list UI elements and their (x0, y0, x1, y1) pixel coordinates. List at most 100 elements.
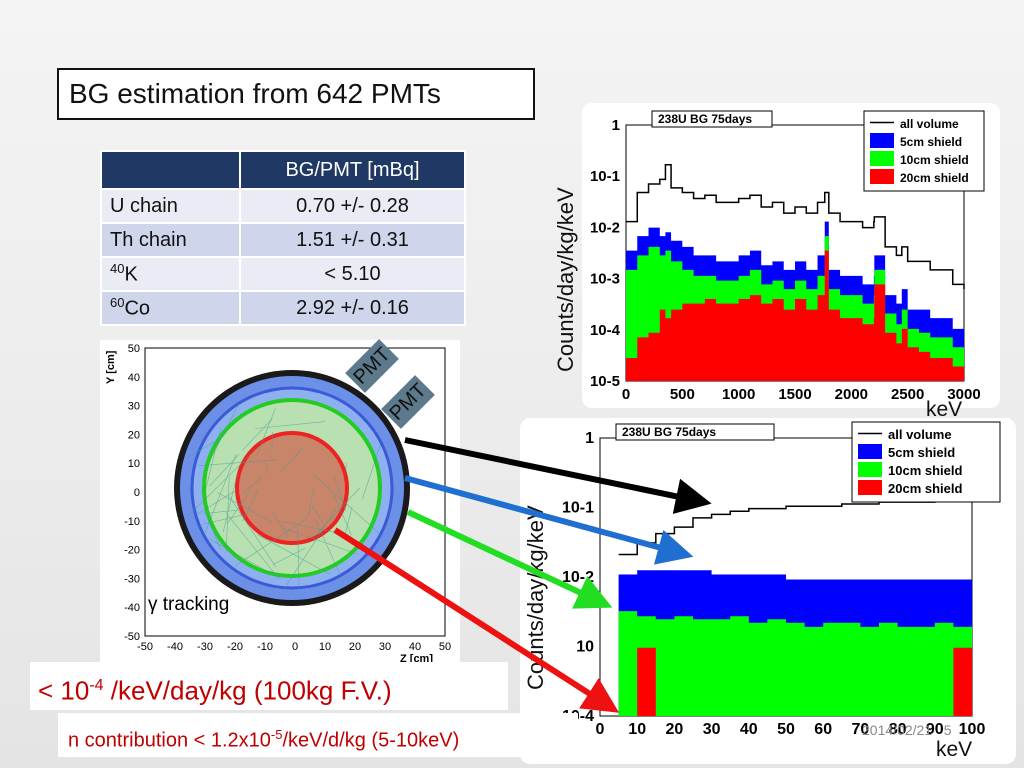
detector-x-tick: 20 (349, 641, 361, 653)
table-cell-value: 0.70 +/- 0.28 (239, 188, 466, 224)
gamma-track (270, 455, 273, 458)
detector-y-tick: -10 (124, 516, 140, 528)
gamma-track (187, 437, 222, 458)
legend-swatch (870, 169, 894, 184)
element-symbol: K (124, 263, 138, 286)
slide-title: BG estimation from 642 PMTs (57, 68, 535, 120)
x-tick-label: 2000 (835, 386, 868, 403)
chart1-y-label: Counts/day/kg/keV (553, 187, 578, 372)
x-tick-label: 0 (622, 386, 630, 403)
red-fiducial-20cm (235, 431, 349, 545)
chart-title-box (615, 423, 775, 441)
y-tick-label: 10-5 (590, 373, 620, 390)
x-tick-label: 50 (777, 721, 795, 738)
x-tick-label: 0 (596, 721, 605, 738)
legend-entry: 5cm shield (900, 135, 962, 149)
table-cell-value: 2.92 +/- 0.16 (239, 290, 466, 326)
y-tick-label: 10-1 (590, 168, 620, 185)
table-header-empty (100, 150, 241, 190)
legend-entry: all volume (900, 117, 959, 131)
n-suffix: /keV/d/kg (5-10keV) (282, 729, 460, 752)
detector-x-tick: -30 (197, 641, 213, 653)
gamma-track (362, 444, 381, 500)
x-tick-label: 1500 (778, 386, 811, 403)
detector-x-tick: 30 (379, 641, 391, 653)
table-cell-isotope: 60Co (100, 290, 241, 326)
x-tick-label: 90 (926, 721, 944, 738)
gamma-track (313, 474, 382, 536)
detector-x-tick: -50 (137, 641, 153, 653)
detector-x-tick: -20 (227, 641, 243, 653)
x-tick-label: 1000 (722, 386, 755, 403)
gamma-track (272, 511, 288, 537)
gamma-tracks (187, 403, 382, 595)
legend-swatch (858, 444, 882, 459)
detector-x-tick: -40 (167, 641, 183, 653)
table-cell-isotope: Th chain (100, 222, 241, 258)
table-cell-isotope: U chain (100, 188, 241, 224)
table-header-bg: BG/PMT [mBq] (239, 150, 466, 190)
legend-swatch (858, 462, 882, 477)
y-tick-label: 10 (576, 639, 594, 656)
detector-x-tick: 10 (319, 641, 331, 653)
detector-y-ticks: 50 40 30 20 10 0 -10 -20 -30 -40 -50 (124, 343, 140, 643)
x-tick-label: 30 (703, 721, 721, 738)
bg-table: BG/PMT [mBq] U chain 0.70 +/- 0.28 Th ch… (100, 150, 466, 326)
x-tick-label: 60 (814, 721, 832, 738)
detector-x-tick: 40 (409, 641, 421, 653)
detector-x-tick: 50 (439, 641, 451, 653)
series-20cm-shield (618, 647, 972, 716)
limit-annotation: < 10-4 /keV/day/kg (100kg F.V.) (30, 662, 508, 710)
gamma-track (203, 510, 237, 514)
limit-prefix: < 10 (38, 675, 90, 706)
y-tick-label: 10-4 (590, 322, 621, 339)
gamma-track (242, 489, 259, 521)
legend-swatch (870, 133, 894, 148)
detector-y-tick: -30 (124, 573, 140, 585)
neutron-annotation: n contribution < 1.2x10-5/keV/d/kg (5-10… (58, 713, 578, 757)
x-tick-label: 80 (889, 721, 907, 738)
legend-swatch (858, 480, 882, 495)
limit-suffix: /keV/day/kg (100kg F.V.) (103, 675, 392, 706)
gamma-track (242, 418, 273, 451)
series-10cm-shield (618, 611, 972, 716)
detector-x-tick: -10 (257, 641, 273, 653)
legend-entry: 10cm shield (900, 153, 969, 167)
page-number: 5 (943, 722, 952, 738)
gamma-track (257, 534, 330, 575)
slide-date: 2014/02/21 5 (862, 722, 952, 738)
n-prefix: n contribution < 1.2x10 (68, 729, 271, 752)
detector-y-tick: 0 (134, 487, 140, 499)
gamma-track (229, 496, 276, 568)
table-row: 40K < 5.10 (100, 256, 466, 292)
gamma-track (280, 448, 303, 472)
x-tick-label: 3000 (947, 386, 980, 403)
series-20cm-shield (626, 250, 964, 381)
detector-y-label: Y [cm] (105, 350, 117, 384)
gamma-track (195, 490, 235, 516)
gamma-track (297, 526, 300, 589)
chart2-x-label: keV (936, 738, 973, 761)
limit-exponent: -4 (89, 677, 104, 694)
gamma-track (225, 476, 230, 553)
gamma-track (217, 492, 272, 522)
gamma-track (255, 421, 326, 429)
gamma-track (188, 453, 252, 516)
chart2-y-label: Counts/day/kg/keV (523, 505, 548, 690)
gamma-track (312, 487, 361, 539)
series-all-volume (626, 164, 965, 290)
y-tick-label: 1 (612, 117, 620, 134)
table-cell-value: 1.51 +/- 0.31 (239, 222, 466, 258)
gamma-track (272, 547, 306, 565)
gamma-track (205, 427, 222, 490)
gamma-track (243, 477, 263, 493)
mass-number: 60 (110, 295, 125, 311)
y-tick-label: 10-3 (590, 271, 620, 288)
gamma-track (280, 520, 340, 534)
detector-y-tick: 10 (128, 458, 140, 470)
gamma-track (227, 491, 250, 525)
chart1-x-label: keV (926, 398, 963, 421)
gamma-track (307, 488, 314, 517)
x-tick-label: 70 (852, 721, 870, 738)
x-tick-label: 10 (628, 721, 646, 738)
